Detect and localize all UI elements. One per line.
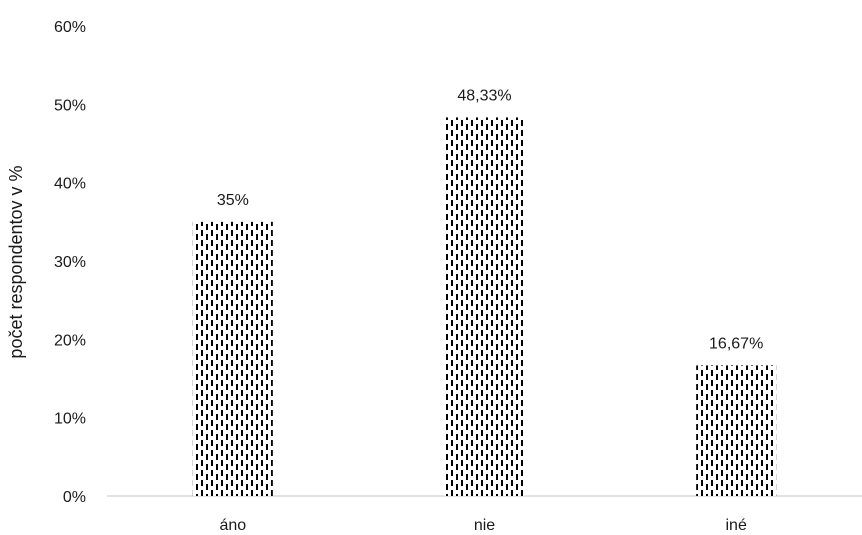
- x-axis-labels: áno nie iné: [219, 517, 746, 534]
- y-tick-label: 60%: [54, 19, 86, 36]
- x-tick-label: iné: [725, 517, 746, 534]
- bar-data-label: 16,67%: [709, 335, 763, 352]
- y-tick-label: 30%: [54, 254, 86, 271]
- x-tick-label: nie: [474, 517, 495, 534]
- data-labels-group: 35% 48,33% 16,67%: [217, 87, 763, 352]
- bar-data-label: 35%: [217, 192, 249, 209]
- bar-data-label: 48,33%: [457, 87, 511, 104]
- y-tick-label: 20%: [54, 332, 86, 349]
- y-tick-label: 50%: [54, 97, 86, 114]
- y-tick-label: 0%: [63, 489, 86, 506]
- y-axis-ticks: 0% 10% 20% 30% 40% 50% 60%: [54, 19, 86, 506]
- x-tick-label: áno: [219, 517, 246, 534]
- bar: [192, 221, 273, 497]
- bar: [696, 365, 777, 496]
- bar: [444, 117, 525, 496]
- y-tick-label: 10%: [54, 411, 86, 428]
- y-tick-label: 40%: [54, 176, 86, 193]
- bars-group: [192, 117, 777, 497]
- y-axis-title: počet respondentov v %: [6, 165, 26, 358]
